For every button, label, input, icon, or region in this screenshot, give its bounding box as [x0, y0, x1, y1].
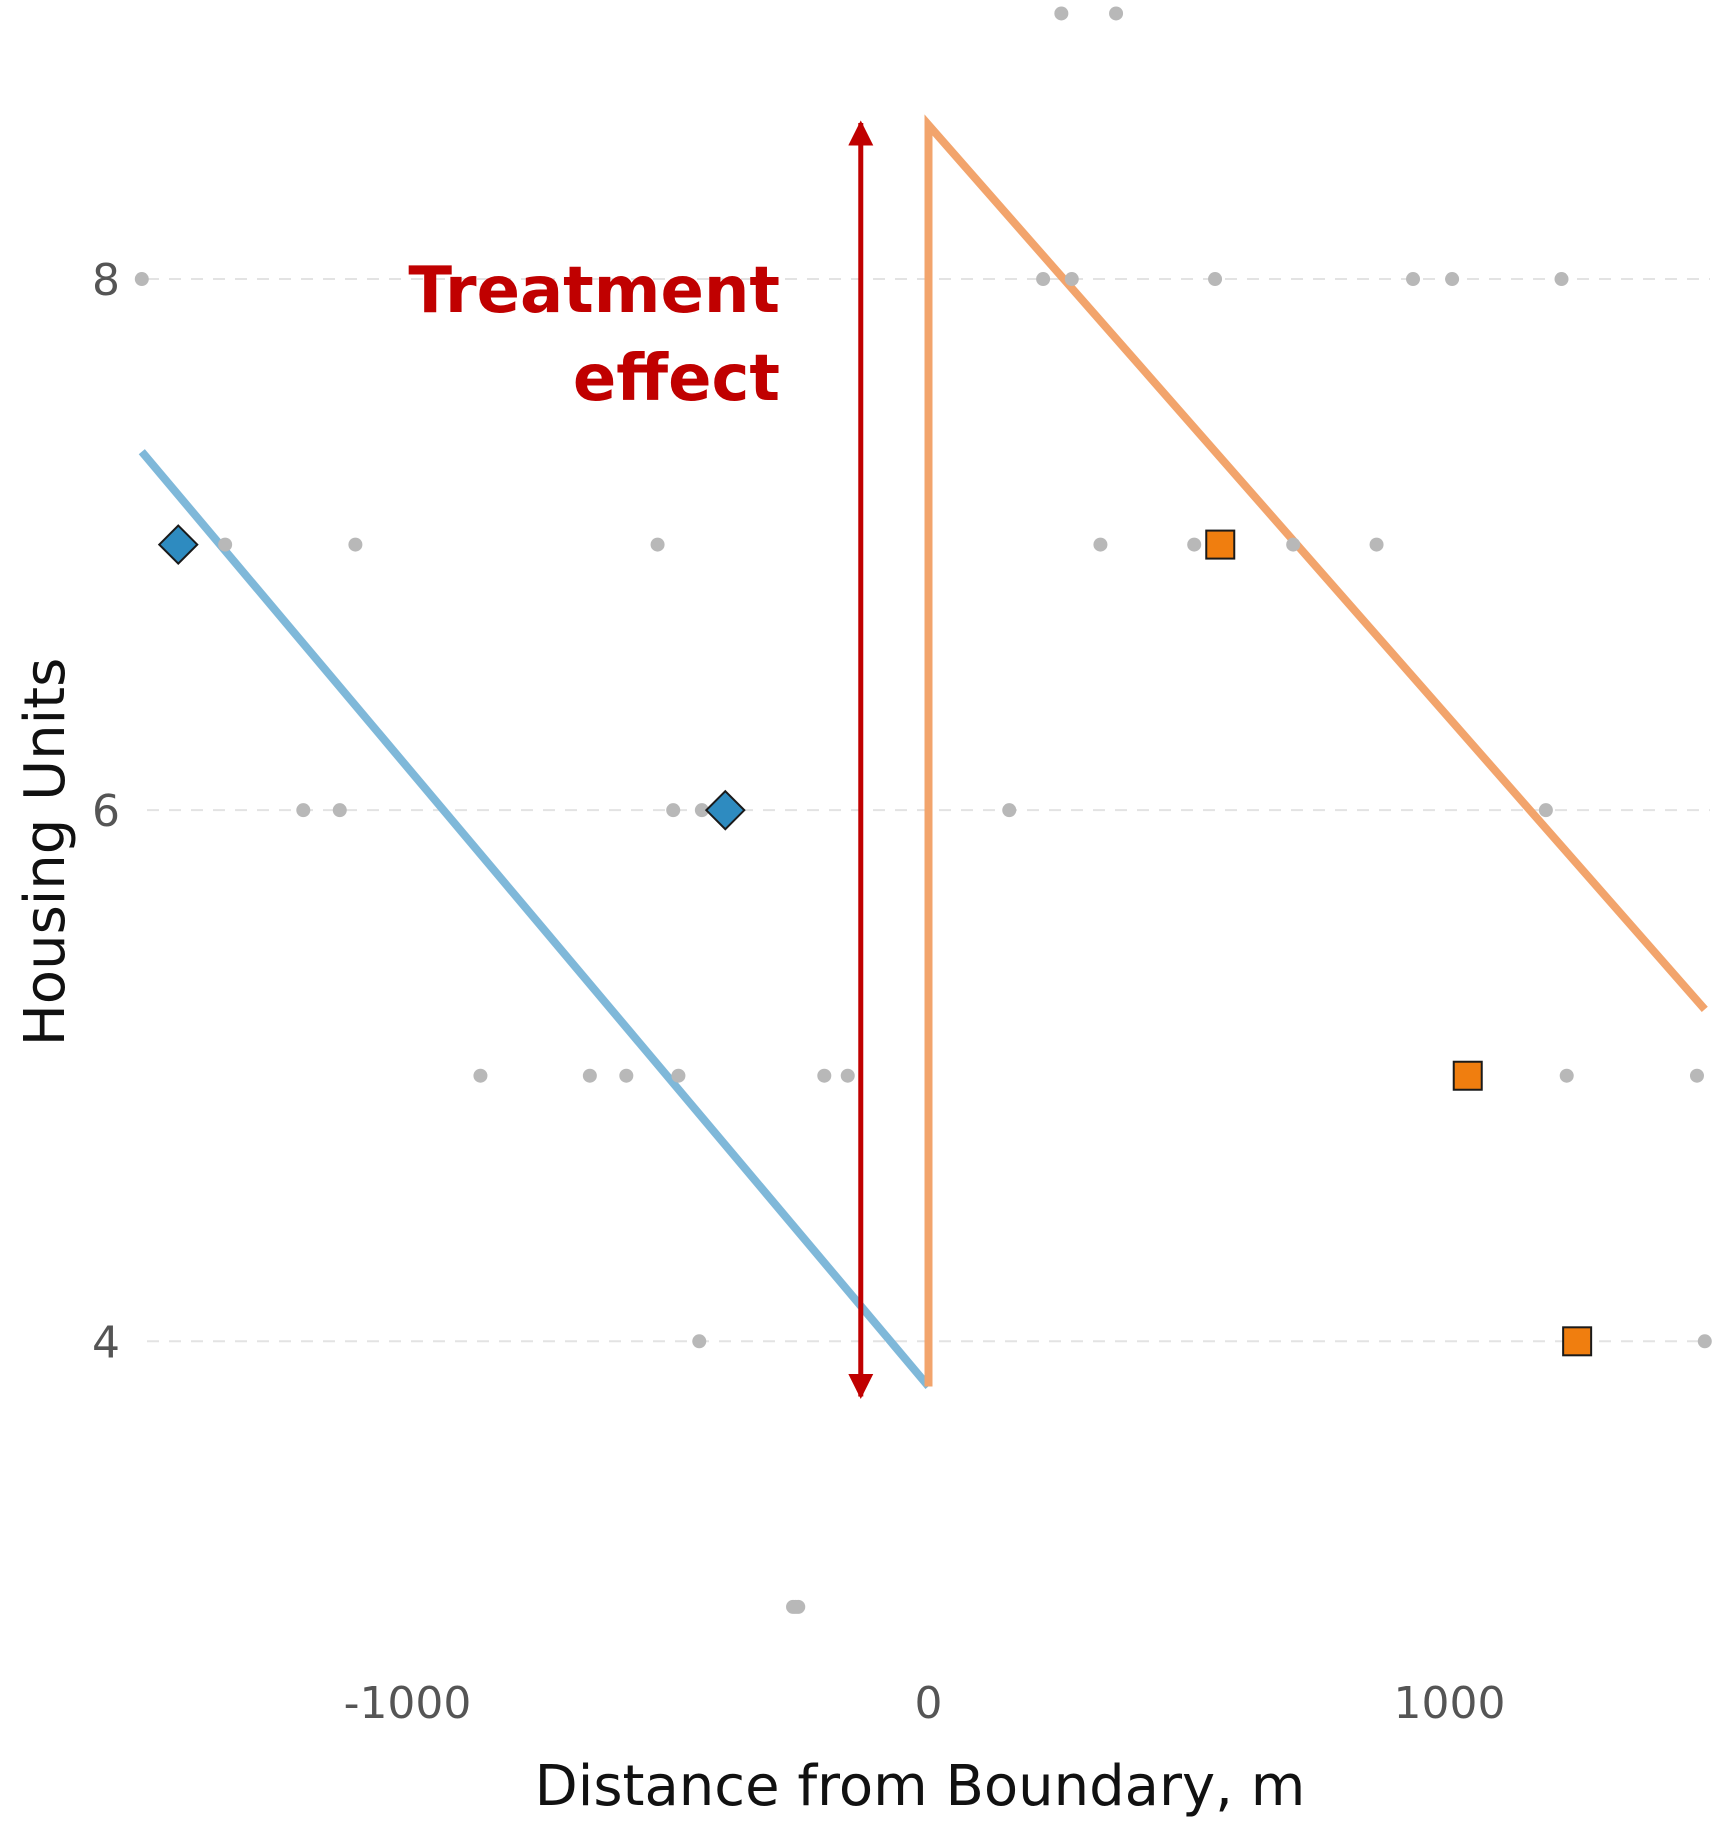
square-point [1205, 529, 1236, 560]
background-point [1445, 272, 1460, 287]
background-point [296, 803, 311, 818]
x-tick-label: -1000 [344, 1678, 472, 1729]
background-point [134, 272, 149, 287]
square-point [1562, 1326, 1593, 1357]
background-point [692, 1334, 707, 1349]
x-tick-label: 0 [915, 1678, 943, 1729]
highlighted-points [157, 524, 1593, 1357]
background-point [791, 1599, 806, 1614]
background-point [1093, 537, 1108, 552]
background-point [817, 1068, 832, 1083]
y-axis-title: Housing Units [13, 658, 78, 1047]
background-point [619, 1068, 634, 1083]
background-point [1697, 1334, 1712, 1349]
x-axis-title: Distance from Boundary, m [535, 1754, 1306, 1819]
background-point [1208, 272, 1223, 287]
annotation-label-line-1: Treatment [408, 254, 780, 328]
background-point [348, 537, 363, 552]
treatment-effect-annotation: Treatment effect [408, 120, 874, 1399]
background-point [1554, 272, 1569, 287]
square-point [1452, 1060, 1483, 1091]
background-point [1369, 537, 1384, 552]
background-point [582, 1068, 597, 1083]
background-point [1559, 1068, 1574, 1083]
background-point [1187, 537, 1202, 552]
background-point [332, 803, 347, 818]
background-point [840, 1068, 855, 1083]
tick-labels: 4 6 8 -1000 0 1000 [92, 255, 1505, 1729]
background-point [1538, 803, 1553, 818]
background-point [1689, 1068, 1704, 1083]
background-point [1286, 537, 1301, 552]
background-point [1406, 272, 1421, 287]
background-point [473, 1068, 488, 1083]
background-point [218, 537, 233, 552]
background-point [694, 803, 709, 818]
fit-line [138, 449, 932, 1390]
background-point [671, 1068, 686, 1083]
background-point [1036, 272, 1051, 287]
background-point [1064, 272, 1079, 287]
background-point [666, 803, 681, 818]
y-tick-label: 8 [92, 255, 120, 306]
background-points [134, 6, 1712, 1614]
background-point [1054, 6, 1069, 21]
background-point [1002, 803, 1017, 818]
background-point [1109, 6, 1124, 21]
fit-lines [138, 114, 1708, 1390]
fit-line [924, 114, 1708, 1387]
diamond-point [704, 789, 746, 831]
y-tick-label: 4 [92, 1317, 120, 1368]
background-point [650, 537, 665, 552]
y-tick-label: 6 [92, 786, 120, 837]
x-tick-label: 1000 [1394, 1678, 1506, 1729]
diamond-point [157, 524, 199, 566]
annotation-label-line-2: effect [573, 342, 780, 416]
